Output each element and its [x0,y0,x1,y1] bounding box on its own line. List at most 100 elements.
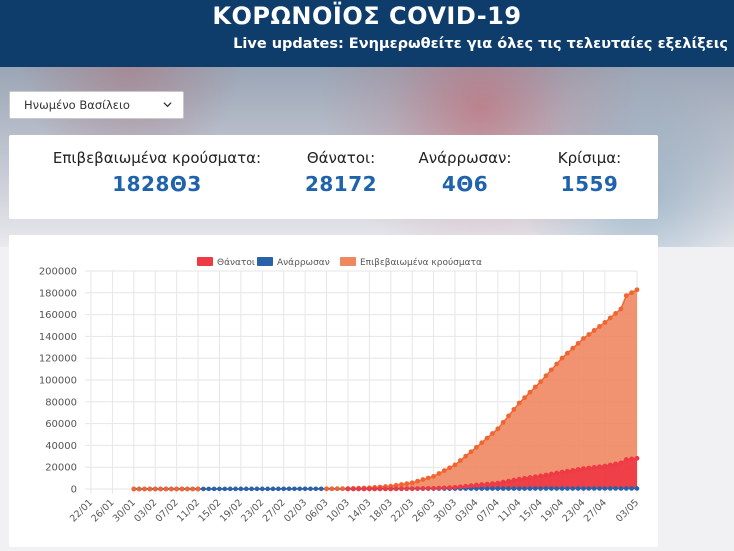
deaths-point [570,467,576,473]
recovered-point [565,486,570,491]
recovered-point [522,486,527,491]
x-tick-label: 03/02 [132,497,159,524]
confirmed-point [168,486,174,492]
confirmed-point [329,486,335,492]
x-tick-label: 30/01 [111,497,138,524]
recovered-point [308,486,313,492]
confirmed-point [447,465,453,471]
confirmed-point [404,481,410,487]
confirmed-point [623,293,629,299]
country-select[interactable]: Ηνωμένο Βασίλειο [9,91,184,119]
cases-chart: 0 20000 40000 60000 80000 100000 120000 140000 1… [39,257,641,524]
x-tick-label: 11/04 [496,497,523,524]
page-subtitle: Live updates: Ενημερωθείτε για όλες τις … [233,36,728,52]
stat-label: Ανάρρωσαν: [418,149,512,167]
confirmed-point [131,486,137,492]
recovered-point [297,486,303,492]
stat-recovered: Ανάρρωσαν: 4Θ6 [406,149,524,196]
confirmed-point [136,486,142,492]
y-tick-label: 120000 [39,354,77,365]
recovered-point [500,486,506,491]
confirmed-point [152,486,158,492]
deaths-point [474,482,479,488]
y-tick-label: 80000 [45,397,77,408]
recovered-point [586,486,592,491]
x-tick-label: 23/04 [560,497,587,524]
deaths-point [441,485,447,491]
x-tick-label: 30/03 [432,497,459,524]
deaths-point [377,486,383,492]
deaths-point [366,486,372,492]
deaths-point [500,479,506,485]
stats-panel: Επιβεβαιωμένα κρούσματα: 1828Θ3 Θάνατοι:… [9,135,658,219]
confirmed-point [142,486,147,492]
confirmed-point [457,458,463,463]
legend-swatch[interactable] [340,257,356,266]
recovered-point [238,486,244,492]
confirmed-point [190,486,196,492]
y-tick-label: 160000 [39,310,77,321]
deaths-point [532,474,538,480]
recovered-point [634,486,640,491]
x-tick-label: 15/04 [518,497,545,524]
confirmed-area [133,289,637,489]
deaths-point [388,486,394,492]
legend-label[interactable]: Επιβεβαιωμένα κρούσματα [360,257,482,268]
confirmed-point [490,431,495,436]
stat-confirmed: Επιβεβαιωμένα κρούσματα: 1828Θ3 [42,149,272,196]
confirmed-point [570,345,576,351]
deaths-point [356,486,362,492]
recovered-point [217,486,222,492]
deaths-point [495,480,501,486]
confirmed-point [618,306,624,312]
deaths-point [415,486,420,491]
deaths-point [425,486,431,491]
legend-swatch[interactable] [257,257,273,266]
recovered-point [201,486,206,492]
recovered-point [490,486,495,491]
recovered-point [243,486,249,492]
deaths-point [350,486,356,492]
y-tick-label: 200000 [39,267,77,278]
recovered-point [474,486,479,491]
confirmed-point [441,468,447,474]
recovered-point [527,486,533,491]
x-tick-label: 22/03 [389,497,416,524]
deaths-point [420,486,426,491]
confirmed-point [581,336,586,341]
recovered-point [281,486,287,492]
confirmed-point [468,449,474,455]
confirmed-point [634,287,640,293]
deaths-point [372,486,378,492]
confirmed-point [409,480,415,486]
confirmed-point [495,426,501,432]
recovered-point [318,486,324,492]
deaths-point [479,482,485,487]
y-tick-label: 180000 [39,288,77,299]
recovered-point [313,486,319,492]
x-tick-label: 26/01 [89,497,116,524]
stat-deaths: Θάνατοι: 28172 [291,149,391,196]
deaths-point [559,469,565,475]
recovered-point [206,486,212,492]
confirmed-point [516,400,522,406]
deaths-point [548,471,554,477]
legend-label[interactable]: Ανάρρωσαν [277,258,330,268]
recovered-point [581,486,586,491]
confirmed-point [532,384,538,390]
confirmed-point [613,311,618,316]
deaths-point [506,478,511,484]
x-tick-label: 02/03 [282,497,309,524]
deaths-point [591,464,597,470]
confirmed-point [484,435,490,441]
recovered-point [292,486,297,492]
chart-card: 0 20000 40000 60000 80000 100000 120000 140000 1… [9,235,658,547]
recovered-point [597,486,602,491]
recovered-point [270,486,276,492]
recovered-point [479,486,485,491]
deaths-point [565,468,570,474]
legend-label[interactable]: Θάνατοι [217,258,255,268]
confirmed-point [479,440,485,446]
confirmed-point [415,478,420,484]
legend-swatch[interactable] [197,257,213,266]
